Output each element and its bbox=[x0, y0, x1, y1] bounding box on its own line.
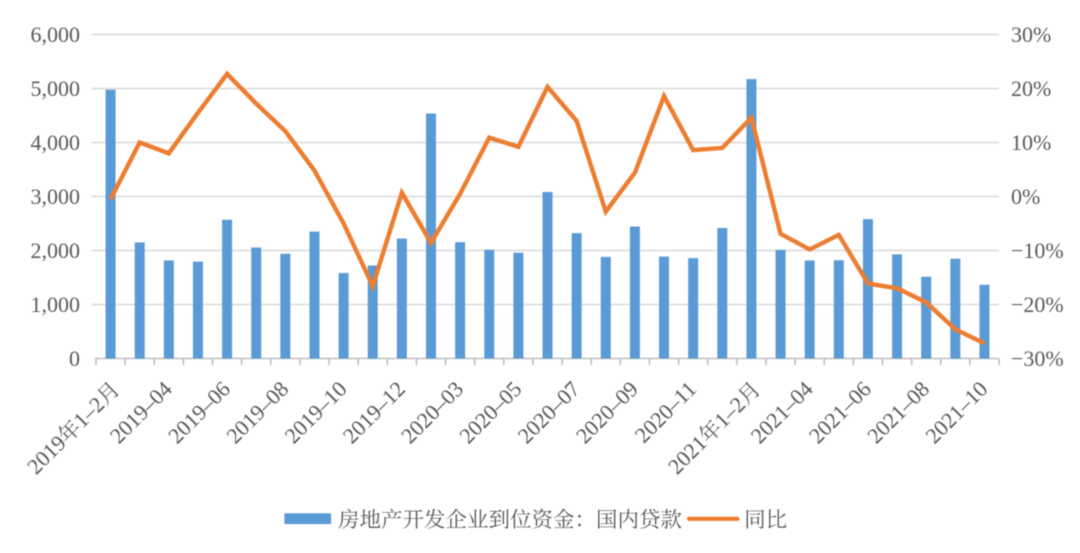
svg-text:20%: 20% bbox=[1011, 76, 1051, 101]
svg-text:−30%: −30% bbox=[1011, 346, 1064, 371]
svg-text:4,000: 4,000 bbox=[31, 130, 81, 155]
svg-text:0%: 0% bbox=[1011, 184, 1040, 209]
svg-text:5,000: 5,000 bbox=[31, 76, 81, 101]
svg-text:6,000: 6,000 bbox=[31, 22, 81, 47]
svg-text:−20%: −20% bbox=[1011, 292, 1064, 317]
svg-text:0: 0 bbox=[69, 346, 80, 371]
svg-text:30%: 30% bbox=[1011, 22, 1051, 47]
svg-text:10%: 10% bbox=[1011, 130, 1051, 155]
svg-text:3,000: 3,000 bbox=[31, 184, 81, 209]
svg-text:2,000: 2,000 bbox=[31, 238, 81, 263]
svg-text:1,000: 1,000 bbox=[31, 292, 81, 317]
svg-text:−10%: −10% bbox=[1011, 238, 1064, 263]
